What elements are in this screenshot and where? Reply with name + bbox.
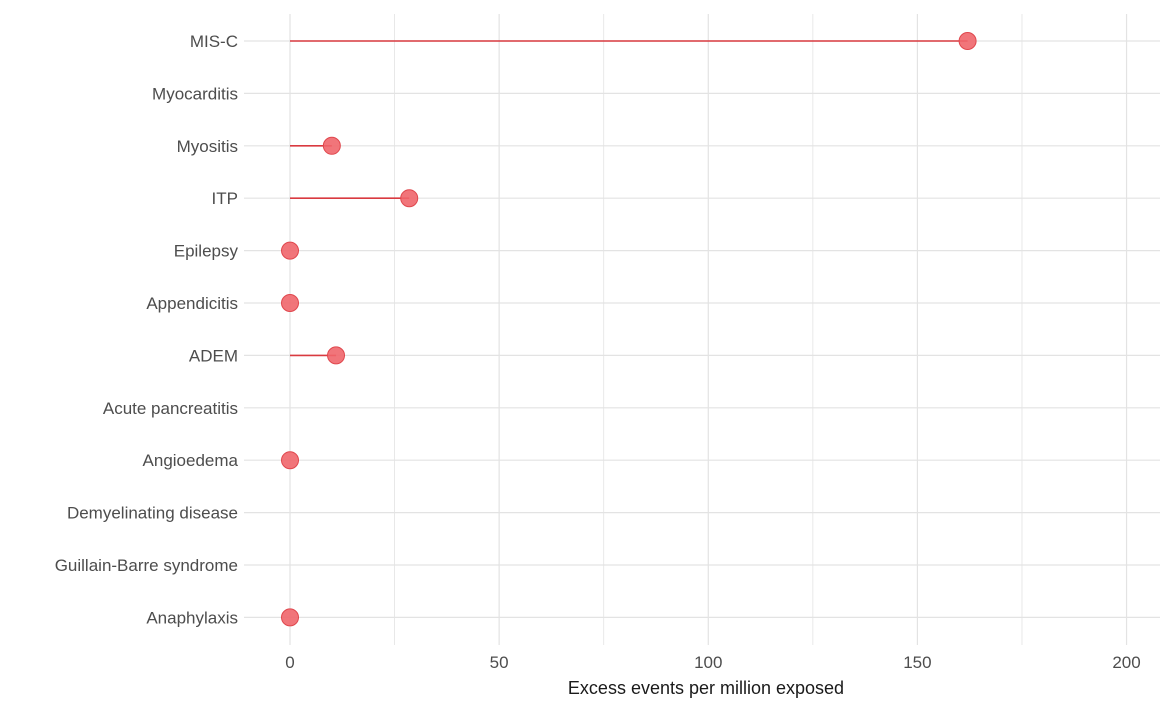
category-label: Angioedema bbox=[143, 451, 239, 470]
category-label: ADEM bbox=[189, 346, 238, 365]
lollipop-points bbox=[281, 32, 977, 627]
x-axis-title: Excess events per million exposed bbox=[568, 678, 844, 698]
lollipop-point bbox=[958, 32, 977, 50]
lollipop-point bbox=[281, 241, 300, 260]
vertical-gridlines bbox=[289, 14, 1128, 645]
x-tick-label: 0 bbox=[285, 653, 294, 672]
lollipop-point bbox=[400, 189, 419, 208]
category-label: Appendicitis bbox=[146, 294, 238, 313]
x-axis-tick-labels: 0 50 100 150 200 bbox=[285, 653, 1140, 672]
category-label: Acute pancreatitis bbox=[103, 399, 238, 418]
category-label: Anaphylaxis bbox=[146, 608, 238, 627]
category-label: Demyelinating disease bbox=[67, 504, 238, 523]
lollipop-point bbox=[281, 608, 300, 627]
category-label: MIS-C bbox=[190, 32, 238, 51]
horizontal-gridlines bbox=[244, 40, 1160, 619]
category-label: ITP bbox=[212, 189, 238, 208]
x-tick-label: 50 bbox=[490, 653, 509, 672]
category-label: Guillain-Barre syndrome bbox=[55, 556, 238, 575]
y-axis-category-labels: MIS-C Myocarditis Myositis ITP Epilepsy Appen… bbox=[55, 32, 239, 627]
lollipop-point bbox=[327, 346, 346, 365]
lollipop-point bbox=[322, 136, 341, 155]
x-tick-label: 200 bbox=[1112, 653, 1140, 672]
category-label: Myositis bbox=[177, 137, 238, 156]
lollipop-point bbox=[281, 294, 300, 312]
x-tick-label: 150 bbox=[903, 653, 931, 672]
lollipop-point bbox=[281, 451, 300, 470]
x-tick-label: 100 bbox=[694, 653, 722, 672]
category-label: Myocarditis bbox=[152, 84, 238, 103]
category-label: Epilepsy bbox=[174, 242, 239, 261]
